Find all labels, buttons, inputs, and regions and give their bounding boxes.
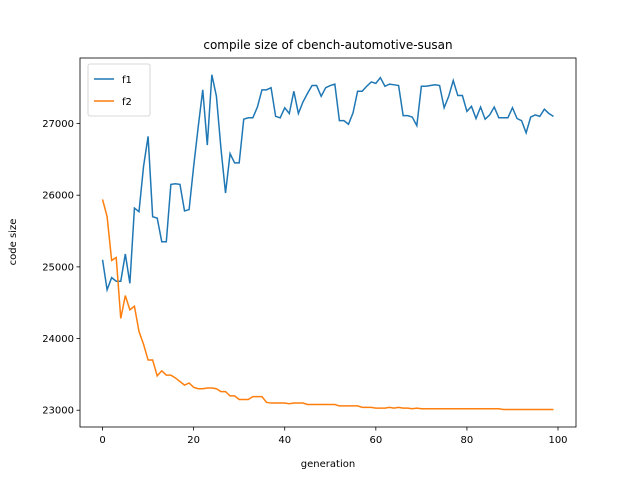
y-axis-label: code size	[8, 219, 19, 266]
y-tick-label: 24000	[42, 334, 74, 345]
legend-label: f2	[122, 97, 132, 108]
chart-title: compile size of cbench-automotive-susan	[203, 38, 452, 52]
legend-box	[87, 63, 151, 117]
line-series	[101, 74, 554, 293]
x-axis-label: generation	[301, 459, 355, 470]
x-tick-label: 80	[461, 435, 474, 446]
x-tick-label: 20	[187, 435, 200, 446]
y-tick-label: 27000	[42, 119, 74, 130]
x-tick-label: 40	[278, 435, 291, 446]
line-series	[101, 199, 554, 411]
y-tick-label: 23000	[42, 406, 74, 417]
x-tick-label: 100	[548, 435, 567, 446]
y-tick-label: 25000	[42, 262, 74, 273]
x-tick-label: 60	[369, 435, 382, 446]
y-tick-label: 26000	[42, 191, 74, 202]
legend-label: f1	[122, 75, 132, 86]
x-tick-label: 0	[99, 435, 105, 446]
plot-frame	[79, 57, 577, 428]
